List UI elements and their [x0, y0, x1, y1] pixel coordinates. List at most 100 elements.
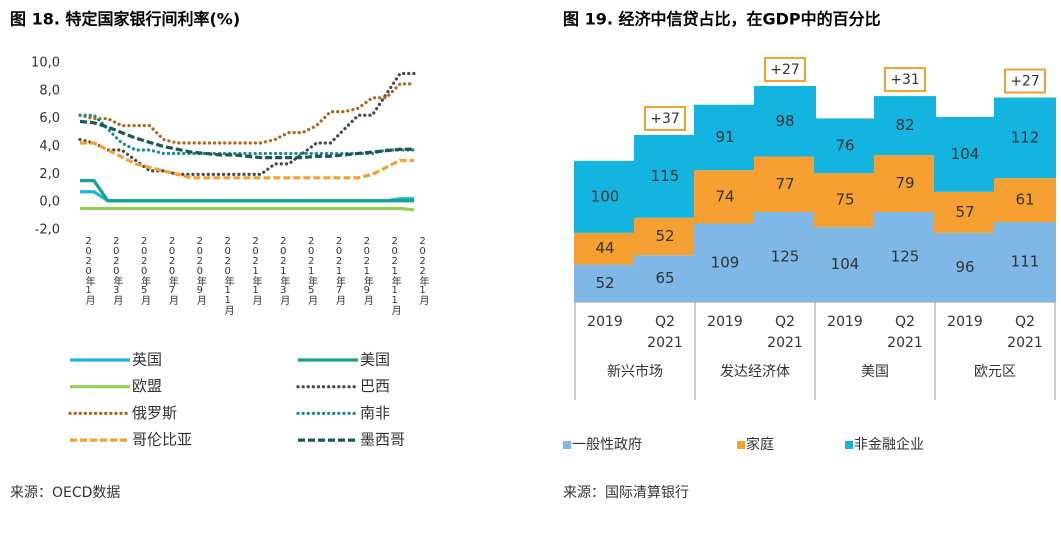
x-tick-label: 2019 — [587, 314, 623, 330]
source: 来源：国际清算银行 — [563, 485, 689, 501]
value-label: 98 — [775, 112, 794, 130]
bar-segment — [994, 222, 1056, 302]
group-label: 美国 — [861, 364, 889, 380]
bar-segment — [574, 264, 636, 302]
group-label: 新兴市场 — [607, 363, 663, 380]
x-tick-label: Q2 2021 — [887, 314, 923, 351]
value-label: 91 — [715, 128, 734, 146]
change-label: +37 — [650, 111, 680, 127]
series-line — [80, 141, 414, 180]
value-label: 111 — [1011, 253, 1040, 271]
bar-segment — [694, 223, 756, 302]
y-tick-label: 10,0 — [31, 56, 60, 71]
value-label: 44 — [595, 239, 614, 257]
group-label: 欧元区 — [974, 364, 1016, 380]
legend-label: 欧盟 — [132, 377, 162, 395]
x-tick-label: Q2 2021 — [767, 314, 803, 351]
series-line — [80, 178, 414, 203]
value-label: 115 — [651, 167, 680, 185]
bar-segment — [754, 156, 816, 212]
legend-swatch — [563, 441, 571, 449]
change-label: +31 — [890, 72, 920, 88]
series-line — [78, 71, 416, 176]
series-line — [79, 119, 414, 160]
change-box — [764, 57, 806, 82]
x-tick-label: 2020年5月 — [138, 236, 150, 304]
bar-segment — [874, 212, 936, 302]
x-tick-label: 2021年7月 — [333, 236, 345, 304]
legend-label: 墨西哥 — [360, 431, 405, 449]
bar-segment — [694, 170, 756, 224]
x-tick-label: 2019 — [707, 314, 743, 330]
legend-label: 非金融企业 — [854, 436, 924, 453]
bar-segment — [634, 217, 696, 256]
bar-segment — [754, 212, 816, 302]
x-tick-label: 2020年7月 — [166, 236, 178, 304]
bar-segment — [754, 86, 816, 157]
value-label: 100 — [591, 187, 620, 205]
bar-segment — [934, 232, 996, 302]
bar-segment — [814, 118, 876, 174]
y-tick-label: 2,0 — [39, 167, 60, 182]
value-label: 65 — [655, 269, 674, 287]
x-tick-label: 2021年11月 — [389, 236, 401, 314]
bar-segment — [934, 116, 996, 192]
x-tick-label: 2019 — [827, 314, 863, 330]
bar-segment — [574, 160, 636, 233]
value-label: 125 — [891, 248, 920, 266]
x-tick-label: 2020年11月 — [222, 236, 234, 314]
x-tick-label: 2020年9月 — [194, 236, 206, 304]
chart-title: 图 19. 经济中信贷占比，在GDP中的百分比 — [563, 10, 881, 29]
value-label: 104 — [951, 145, 980, 163]
legend-label: 巴西 — [360, 377, 390, 395]
value-label: 76 — [835, 136, 854, 154]
y-tick-label: -2,0 — [35, 223, 60, 238]
series-line — [78, 82, 416, 145]
value-label: 61 — [1015, 191, 1034, 209]
x-tick-label: Q2 2021 — [647, 314, 683, 351]
x-tick-label: 2019 — [947, 314, 983, 330]
change-box — [1004, 68, 1046, 94]
value-label: 96 — [955, 258, 974, 276]
bar-segment — [634, 255, 696, 302]
bar-segment — [814, 173, 876, 228]
chart-title: 图 18. 特定国家银行间利率(%) — [10, 10, 240, 29]
bar-segment — [814, 227, 876, 302]
bar-segment — [874, 155, 936, 212]
bar-segment — [574, 232, 636, 265]
legend-swatch — [845, 441, 853, 449]
value-label: 104 — [831, 255, 860, 273]
x-tick-label: 2020年3月 — [110, 236, 122, 304]
value-label: 82 — [895, 116, 914, 134]
value-label: 57 — [955, 203, 974, 221]
legend-label: 哥伦比亚 — [132, 431, 192, 449]
change-box — [884, 67, 926, 93]
source: 来源：OECD数据 — [10, 485, 120, 501]
legend-label: 英国 — [132, 351, 162, 369]
x-tick-label: 2021年3月 — [277, 236, 289, 304]
group-label: 发达经济体 — [720, 364, 790, 380]
value-label: 125 — [771, 248, 800, 266]
bar-segment — [874, 96, 936, 156]
value-label: 79 — [895, 174, 914, 192]
change-label: +27 — [1010, 74, 1040, 90]
x-tick-label: 2022年1月 — [417, 236, 428, 304]
x-tick-label: 2021年1月 — [250, 236, 261, 304]
x-tick-label: 2021年9月 — [361, 236, 373, 304]
legend-label: 俄罗斯 — [132, 404, 177, 422]
y-tick-label: 0,0 — [39, 195, 60, 210]
bar-segment — [694, 104, 756, 171]
bar-segment — [634, 134, 696, 218]
legend-label: 南非 — [360, 404, 390, 422]
value-label: 112 — [1011, 128, 1040, 146]
y-tick-label: 6,0 — [39, 111, 60, 126]
value-label: 77 — [775, 175, 794, 193]
y-tick-label: 4,0 — [39, 139, 60, 154]
legend-label: 一般性政府 — [572, 437, 642, 453]
bar-segment — [934, 191, 996, 233]
change-box — [644, 105, 686, 131]
value-label: 75 — [835, 191, 854, 209]
x-tick-label: 2021年5月 — [305, 236, 317, 304]
